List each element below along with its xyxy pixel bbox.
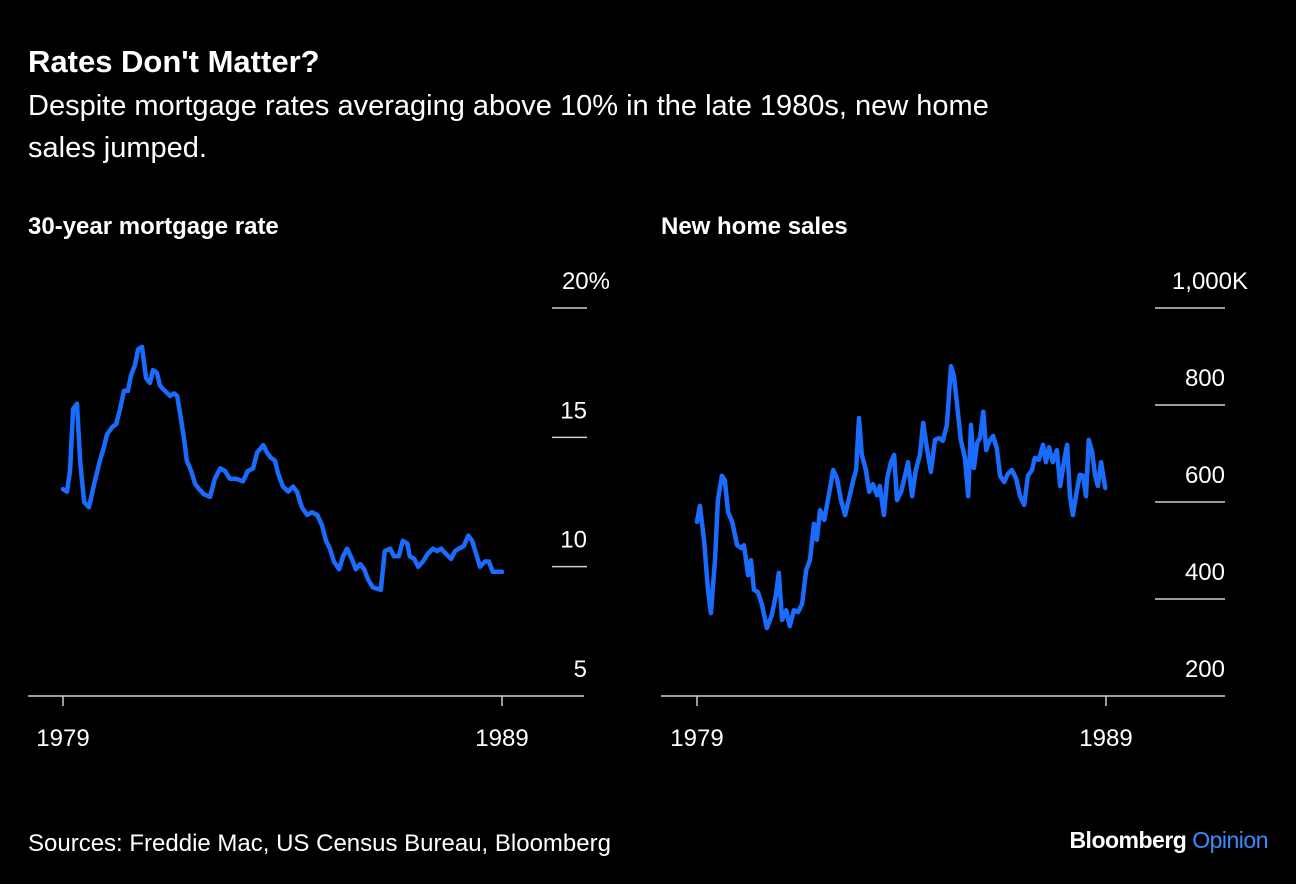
chart-title: Rates Don't Matter? <box>28 44 320 79</box>
y-tick-label: 800 <box>1185 365 1225 392</box>
y-tick-label: 1,000K <box>1172 268 1248 295</box>
brand-sub: Opinion <box>1192 827 1268 853</box>
brand-name: Bloomberg <box>1069 827 1186 853</box>
data-line <box>60 344 505 593</box>
y-tick-label: 5 <box>574 656 587 683</box>
panel-title: 30-year mortgage rate <box>28 213 279 240</box>
y-tick-label: 600 <box>1185 462 1225 489</box>
chart-subtitle: Despite mortgage rates averaging above 1… <box>28 90 989 164</box>
x-tick-label: 1979 <box>36 725 89 752</box>
x-tick-label: 1989 <box>475 725 528 752</box>
y-tick-label: 400 <box>1185 559 1225 586</box>
y-tick-label: 20% <box>562 268 610 295</box>
x-tick-label: 1979 <box>670 725 723 752</box>
y-tick-label: 200 <box>1185 656 1225 683</box>
y-tick-label: 15 <box>560 397 587 424</box>
source-note: Sources: Freddie Mac, US Census Bureau, … <box>28 830 611 857</box>
x-tick-label: 1989 <box>1079 725 1132 752</box>
panel-title: New home sales <box>661 213 848 240</box>
brand: Bloomberg Opinion <box>1069 827 1268 853</box>
y-tick-label: 10 <box>560 527 587 554</box>
data-line <box>694 363 1108 631</box>
